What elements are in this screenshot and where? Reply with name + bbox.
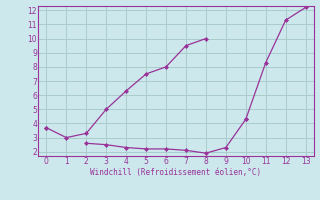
X-axis label: Windchill (Refroidissement éolien,°C): Windchill (Refroidissement éolien,°C)	[91, 168, 261, 177]
